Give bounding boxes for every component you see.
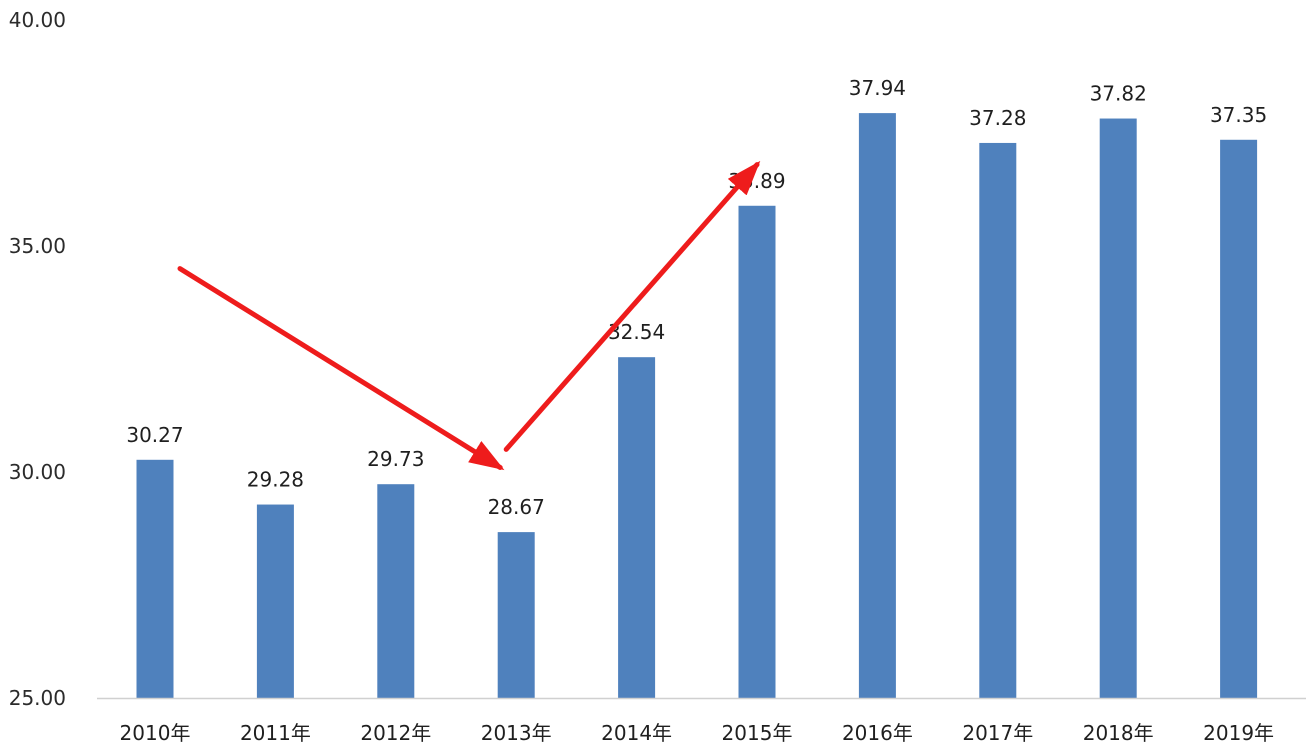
x-tick-label: 2016年 [842,721,913,745]
data-label: 37.35 [1210,103,1267,127]
data-label: 29.73 [367,447,424,471]
bar [1220,139,1258,698]
data-label: 37.28 [969,106,1026,130]
x-tick-label: 2018年 [1083,721,1154,745]
x-tick-label: 2014年 [601,721,672,745]
x-tick-label: 2019年 [1203,721,1274,745]
x-tick-label: 2013年 [481,721,552,745]
x-tick-label: 2015年 [722,721,793,745]
trend-arrow [177,266,505,471]
data-label: 37.94 [849,76,906,100]
bar [256,504,294,698]
bar [738,205,776,698]
x-axis-labels: 2010年 2011年 2012年 2013年 2014年 2015年 2016年 2017年… [120,721,1275,745]
x-tick-label: 2010年 [120,721,191,745]
trend-arrow [503,160,761,452]
y-tick-label: 40.00 [9,8,66,32]
bars-group [136,113,1258,699]
y-tick-label: 35.00 [9,234,66,258]
x-tick-label: 2017年 [962,721,1033,745]
bar [618,357,656,698]
bar [377,484,415,698]
x-tick-label: 2012年 [360,721,431,745]
bar [858,113,896,698]
data-label: 29.28 [247,468,304,492]
x-tick-label: 2011年 [240,721,311,745]
bar [136,459,174,698]
bar [1099,118,1137,698]
y-axis-ticks: 25.00 30.00 35.00 40.00 [9,8,66,710]
bar [497,532,535,698]
data-labels-group: 30.2729.2829.7328.6732.5435.8937.9437.28… [126,76,1267,519]
bar [979,142,1017,699]
data-label: 28.67 [488,495,545,519]
data-label: 30.27 [126,423,183,447]
annotations-group [177,160,761,471]
data-label: 37.82 [1090,82,1147,106]
y-tick-label: 30.00 [9,460,66,484]
y-tick-label: 25.00 [9,686,66,710]
